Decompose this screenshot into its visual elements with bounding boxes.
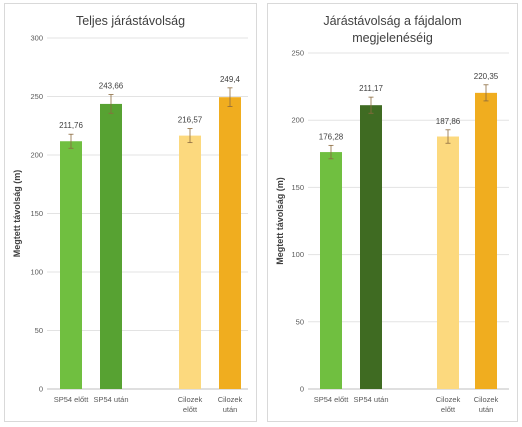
x-tick-label-line: Cilozek [178, 395, 203, 404]
y-tick-label: 150 [291, 183, 304, 192]
bar [437, 136, 459, 389]
x-tick-label: Cilozek után [218, 395, 243, 414]
x-tick-label: Cilozek után [474, 395, 499, 414]
x-tick-label-line: előtt [441, 405, 456, 414]
x-tick-label: SP54 után [93, 395, 128, 404]
y-tick-label: 100 [30, 268, 43, 277]
x-tick-label-line: után [223, 405, 238, 414]
data-label: 220,35 [474, 72, 499, 81]
chart-title: Teljes járástávolság [75, 14, 186, 28]
y-tick-label: 0 [39, 385, 43, 394]
y-tick-label: 250 [30, 92, 43, 101]
x-tick-label: Cilozek előtt [436, 395, 461, 414]
x-tick-label-line: SP54 után [353, 395, 388, 404]
chart-panel-total-distance: Teljes járástávolság 0 50 100 150 200 250 300 M… [4, 3, 257, 422]
bar [360, 105, 382, 389]
bar [60, 141, 82, 389]
bar-chart-pain-onset-distance: 0 50 100 150 200 250 Megtett távolság (m) 176,2… [275, 49, 509, 414]
bar-chart-total-distance: 0 50 100 150 200 250 300 Megtett távolság (m) 21… [12, 34, 248, 414]
x-tick-label-line: SP54 előtt [54, 395, 90, 404]
x-tick-label-line: után [479, 405, 494, 414]
bar [320, 152, 342, 389]
y-tick-label: 300 [30, 34, 43, 43]
data-label: 243,66 [99, 82, 124, 91]
x-tick-label: SP54 előtt [314, 395, 350, 404]
data-label: 187,86 [436, 117, 461, 126]
y-tick-label: 200 [30, 151, 43, 160]
y-tick-label: 50 [35, 326, 43, 335]
y-axis-title: Megtett távolság (m) [275, 177, 285, 265]
data-label: 211,17 [359, 84, 383, 93]
data-label: 216,57 [178, 116, 203, 125]
y-axis-title: Megtett távolság (m) [12, 170, 22, 258]
y-tick-label: 250 [291, 49, 304, 58]
x-tick-label: SP54 után [353, 395, 388, 404]
data-label: 249,4 [220, 75, 241, 84]
x-tick-label-line: Cilozek [218, 395, 243, 404]
y-tick-label: 150 [30, 209, 43, 218]
chart-panel-pain-onset-distance: Járástávolság a fájdalom megjelenéséig 0… [267, 3, 518, 422]
x-tick-label: SP54 előtt [54, 395, 90, 404]
bar [179, 135, 201, 389]
bar [100, 103, 122, 390]
x-tick-label: Cilozek előtt [178, 395, 203, 414]
y-tick-label: 50 [296, 317, 304, 326]
bar [219, 97, 241, 390]
data-label: 211,76 [59, 121, 83, 130]
x-tick-label-line: SP54 után [93, 395, 128, 404]
y-tick-label: 200 [291, 116, 304, 125]
x-tick-label-line: Cilozek [436, 395, 461, 404]
y-tick-label: 100 [291, 250, 304, 259]
chart-title: Járástávolság a fájdalom megjelenéséig [323, 14, 462, 45]
x-tick-label-line: előtt [183, 405, 198, 414]
x-tick-label-line: SP54 előtt [314, 395, 350, 404]
data-label: 176,28 [319, 132, 344, 141]
x-tick-label-line: Cilozek [474, 395, 499, 404]
bar [475, 92, 497, 389]
y-tick-label: 0 [300, 385, 304, 394]
